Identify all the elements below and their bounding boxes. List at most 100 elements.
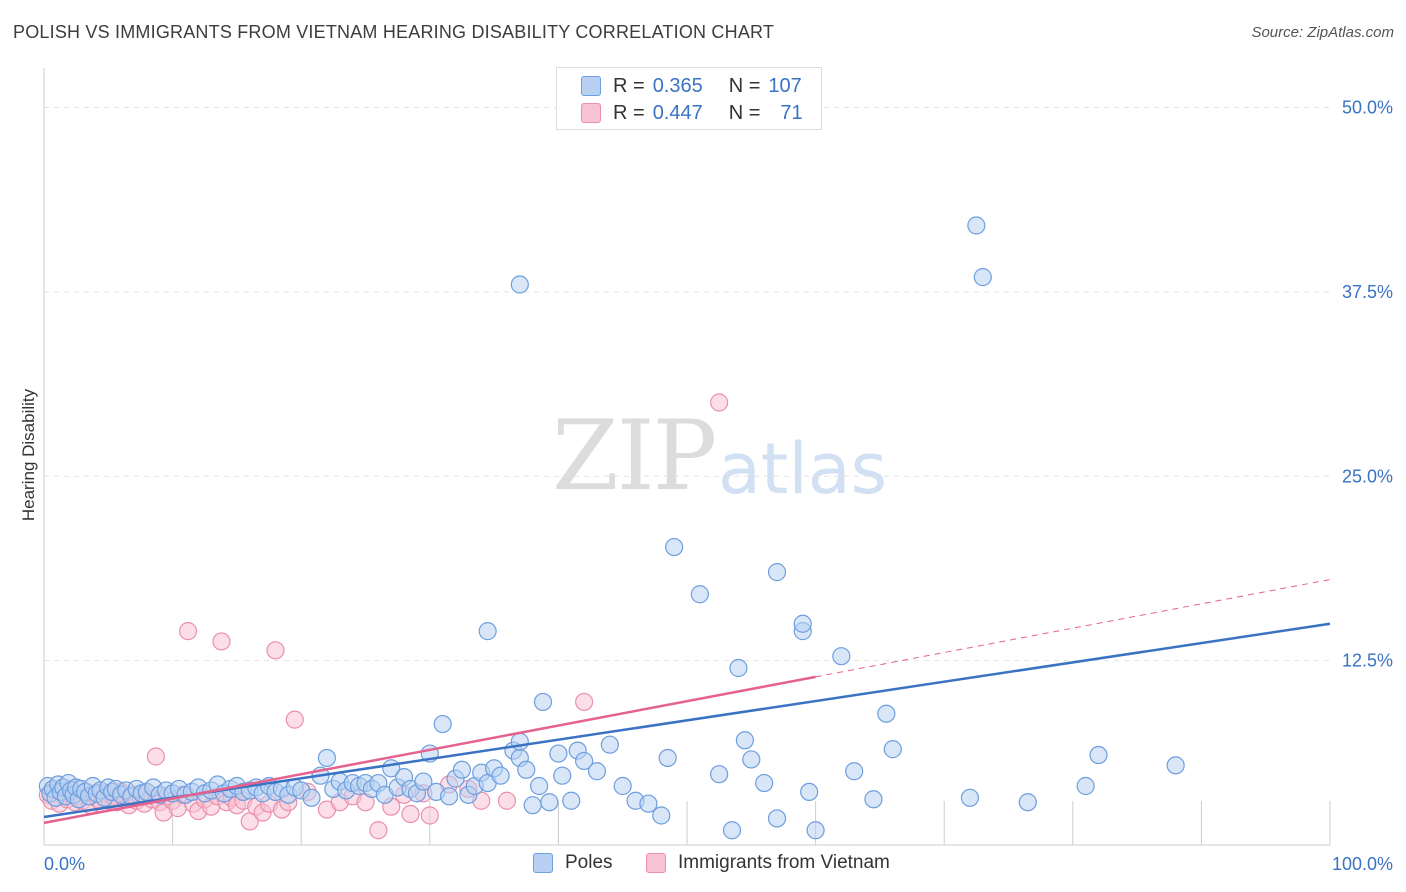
data-points <box>38 216 1185 840</box>
legend-item-poles[interactable]: Poles <box>533 852 613 874</box>
y-tick-label: 12.5% <box>1342 651 1393 671</box>
poles-point <box>302 788 321 807</box>
correlation-legend: R = 0.365 N = 107 R = 0.447 N = 71 <box>556 67 822 130</box>
vietnam-point <box>497 791 517 810</box>
poles-point <box>767 563 787 582</box>
axes <box>43 68 1331 846</box>
poles-point <box>967 216 986 235</box>
poles-point <box>600 735 619 754</box>
poles-point <box>553 766 572 785</box>
poles-point <box>613 776 632 796</box>
source-label: Source: ZipAtlas.com <box>1251 24 1394 41</box>
poles-point <box>1089 745 1108 765</box>
poles-point <box>491 766 510 785</box>
vietnam-point <box>420 806 439 825</box>
poles-point <box>517 760 536 779</box>
poles-point <box>433 714 452 734</box>
legend-item-vietnam[interactable]: Immigrants from Vietnam <box>646 852 890 874</box>
poles-point <box>510 275 529 294</box>
poles-point <box>864 790 883 809</box>
x-tick-label: 100.0% <box>1332 854 1393 874</box>
poles-point <box>729 658 748 678</box>
vietnam-point <box>710 393 729 412</box>
legend-row-poles: R = 0.365 N = 107 <box>581 73 802 99</box>
watermark-zip: ZIP <box>552 400 717 512</box>
poles-point <box>793 614 812 633</box>
x-tick-label: 0.0% <box>44 854 85 874</box>
legend-row-vietnam: R = 0.447 N = 71 <box>581 100 803 126</box>
poles-point <box>658 748 677 768</box>
poles-point <box>1018 793 1037 812</box>
series-legend: Poles Immigrants from Vietnam <box>0 850 1406 880</box>
poles-swatch <box>581 76 601 96</box>
chart-title: POLISH VS IMMIGRANTS FROM VIETNAM HEARIN… <box>13 22 775 42</box>
poles-point <box>414 772 433 791</box>
r-label: R = <box>613 101 645 124</box>
poles-point <box>845 762 864 781</box>
poles-point <box>549 744 568 763</box>
poles-point <box>665 537 684 557</box>
poles-point <box>562 791 581 810</box>
vietnam-point <box>266 641 285 660</box>
poles-point <box>652 806 671 825</box>
poles-point <box>767 809 787 828</box>
vietnam-point <box>401 804 420 824</box>
poles-point <box>800 782 819 802</box>
y-tick-label: 50.0% <box>1342 98 1393 118</box>
poles-point <box>533 692 553 712</box>
poles-point <box>575 751 594 771</box>
r-label: R = <box>613 74 645 97</box>
r-value: 0.365 <box>652 74 703 97</box>
poles-point <box>722 821 742 840</box>
tick-labels: 12.5% 25.0% 37.5% 50.0% 0.0% 100.0% <box>44 98 1393 875</box>
poles-point <box>710 765 729 784</box>
poles-point <box>755 773 774 793</box>
vietnam-point <box>178 622 198 641</box>
poles-point <box>735 731 754 750</box>
poles-point <box>806 821 825 840</box>
trend-lines <box>43 579 1331 825</box>
poles-point <box>478 622 497 641</box>
poles-point <box>510 732 529 751</box>
poles-point <box>1076 776 1095 796</box>
poles-point <box>439 787 459 806</box>
poles-point <box>883 740 902 759</box>
vietnam-point <box>285 710 304 729</box>
poles-point <box>832 647 851 666</box>
vietnam-point <box>212 632 231 651</box>
poles-point <box>690 585 709 604</box>
grid-lines <box>44 107 1330 662</box>
n-label: N = <box>728 74 761 97</box>
poles-point <box>530 776 549 796</box>
poles-point <box>1166 756 1185 775</box>
poles-point <box>742 750 761 769</box>
y-axis-label: Hearing Disability <box>19 388 38 521</box>
poles-point <box>317 748 337 768</box>
poles-point <box>540 793 559 812</box>
n-label: N = <box>728 101 761 124</box>
poles-point <box>587 762 607 781</box>
vietnam-point <box>146 747 165 766</box>
vietnam-swatch <box>581 103 601 123</box>
legend-label-poles: Poles <box>565 852 613 873</box>
vietnam-point <box>575 692 594 712</box>
poles-trend-line <box>43 622 1331 819</box>
watermark-atlas: atlas <box>718 428 888 510</box>
poles-point <box>973 268 992 287</box>
r-value: 0.447 <box>652 101 703 124</box>
vietnam-point <box>369 821 388 840</box>
vietnam-trend-line <box>43 675 816 825</box>
poles-point <box>452 760 472 779</box>
poles-point <box>960 788 980 807</box>
poles-point <box>877 704 896 723</box>
n-value: 71 <box>780 101 803 124</box>
legend-label-vietnam: Immigrants from Vietnam <box>678 852 890 873</box>
poles-legend-swatch <box>533 853 553 873</box>
poles-point <box>523 796 542 815</box>
vietnam-legend-swatch <box>646 853 666 873</box>
y-tick-label: 25.0% <box>1342 466 1393 486</box>
y-tick-label: 37.5% <box>1342 282 1393 302</box>
poles-point <box>639 794 658 813</box>
n-value: 107 <box>768 74 802 97</box>
